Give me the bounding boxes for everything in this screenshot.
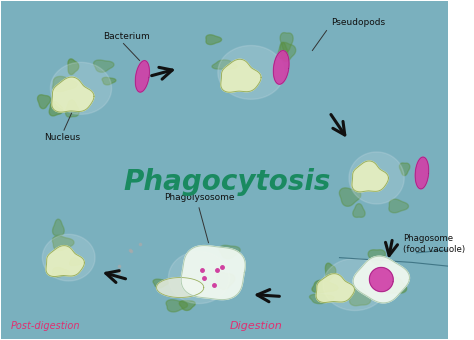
Polygon shape (93, 60, 114, 72)
Polygon shape (181, 245, 245, 300)
Polygon shape (168, 252, 229, 304)
Polygon shape (156, 277, 204, 298)
Text: Phagocytosis: Phagocytosis (124, 168, 331, 196)
Polygon shape (102, 78, 116, 85)
Polygon shape (415, 157, 428, 189)
Polygon shape (37, 95, 51, 109)
Polygon shape (352, 161, 388, 192)
Polygon shape (353, 256, 410, 303)
Polygon shape (218, 46, 284, 99)
Polygon shape (212, 60, 237, 69)
Polygon shape (53, 268, 70, 277)
Polygon shape (153, 279, 169, 288)
Polygon shape (52, 77, 94, 112)
Polygon shape (368, 250, 385, 265)
Polygon shape (53, 219, 64, 236)
Polygon shape (349, 288, 371, 306)
Polygon shape (219, 245, 240, 259)
Text: Post-digestion: Post-digestion (10, 321, 80, 332)
Polygon shape (384, 277, 407, 293)
Polygon shape (206, 35, 221, 45)
Text: Bacterium: Bacterium (103, 32, 150, 40)
Polygon shape (325, 263, 336, 280)
Polygon shape (136, 61, 149, 92)
Text: Phagosome
(food vacuole): Phagosome (food vacuole) (403, 234, 465, 254)
Polygon shape (42, 234, 95, 281)
Polygon shape (179, 301, 195, 310)
Polygon shape (65, 100, 79, 117)
Polygon shape (353, 204, 365, 217)
Polygon shape (310, 294, 334, 304)
Polygon shape (312, 280, 338, 293)
Text: Phagolysosome: Phagolysosome (164, 193, 234, 202)
Text: Digestion: Digestion (229, 321, 282, 332)
Polygon shape (389, 199, 409, 213)
Polygon shape (323, 258, 387, 310)
Polygon shape (400, 163, 410, 176)
Polygon shape (369, 268, 393, 292)
Polygon shape (216, 272, 235, 290)
Polygon shape (280, 42, 296, 62)
Polygon shape (278, 42, 288, 58)
Polygon shape (166, 300, 188, 312)
Polygon shape (221, 59, 261, 92)
Text: Pseudopods: Pseudopods (331, 18, 385, 27)
Polygon shape (339, 188, 361, 206)
Polygon shape (68, 59, 79, 74)
Polygon shape (46, 245, 84, 276)
Polygon shape (53, 236, 74, 251)
Text: Nucleus: Nucleus (44, 133, 80, 142)
Polygon shape (49, 101, 63, 116)
Polygon shape (280, 33, 293, 52)
Polygon shape (316, 274, 355, 303)
Polygon shape (273, 51, 289, 84)
Polygon shape (349, 152, 404, 204)
Polygon shape (50, 62, 111, 114)
Polygon shape (53, 76, 77, 91)
Polygon shape (70, 258, 82, 266)
